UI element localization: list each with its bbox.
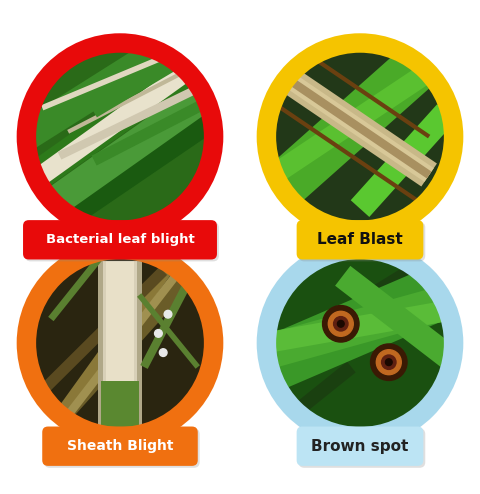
Circle shape xyxy=(337,321,344,327)
Circle shape xyxy=(164,310,172,318)
FancyBboxPatch shape xyxy=(103,261,137,425)
Circle shape xyxy=(159,349,167,357)
Circle shape xyxy=(382,355,396,370)
Circle shape xyxy=(274,50,446,223)
Circle shape xyxy=(274,50,446,223)
Text: Brown spot: Brown spot xyxy=(312,439,408,453)
Text: Leaf Blast: Leaf Blast xyxy=(317,232,403,247)
FancyBboxPatch shape xyxy=(299,222,425,261)
FancyBboxPatch shape xyxy=(23,220,217,259)
FancyBboxPatch shape xyxy=(101,381,139,429)
Circle shape xyxy=(328,311,353,336)
Text: Bacterial leaf blight: Bacterial leaf blight xyxy=(46,233,194,247)
FancyBboxPatch shape xyxy=(297,220,423,259)
Circle shape xyxy=(323,306,359,342)
FancyBboxPatch shape xyxy=(44,428,200,468)
FancyBboxPatch shape xyxy=(42,426,198,466)
Circle shape xyxy=(376,350,401,374)
Circle shape xyxy=(34,256,206,429)
Circle shape xyxy=(155,329,162,337)
Circle shape xyxy=(274,256,446,429)
Text: Sheath Blight: Sheath Blight xyxy=(67,439,173,453)
FancyBboxPatch shape xyxy=(25,222,219,261)
FancyBboxPatch shape xyxy=(297,426,423,466)
FancyBboxPatch shape xyxy=(98,261,142,425)
FancyBboxPatch shape xyxy=(299,428,425,468)
Circle shape xyxy=(334,317,348,331)
Circle shape xyxy=(385,359,392,366)
Circle shape xyxy=(371,344,407,380)
FancyBboxPatch shape xyxy=(106,261,134,425)
Circle shape xyxy=(34,50,206,223)
